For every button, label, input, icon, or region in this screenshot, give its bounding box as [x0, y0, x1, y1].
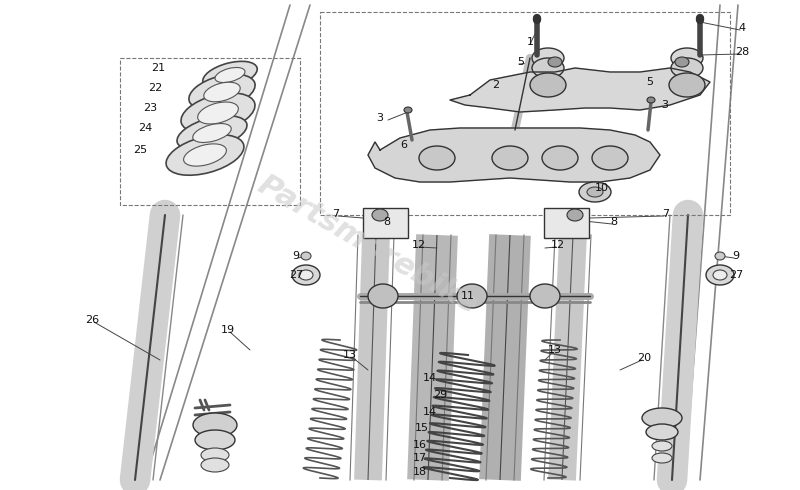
Text: 8: 8	[383, 217, 390, 227]
Text: 24: 24	[138, 123, 152, 133]
Text: Partsmorebike: Partsmorebike	[253, 170, 483, 320]
Text: 12: 12	[412, 240, 426, 250]
Ellipse shape	[301, 252, 311, 260]
Ellipse shape	[372, 209, 388, 221]
Text: 23: 23	[143, 103, 157, 113]
Ellipse shape	[457, 284, 487, 308]
Ellipse shape	[713, 270, 727, 280]
Ellipse shape	[166, 135, 244, 175]
Text: 22: 22	[148, 83, 162, 93]
Text: 19: 19	[221, 325, 235, 335]
Text: 21: 21	[151, 63, 165, 73]
Ellipse shape	[647, 97, 655, 103]
Text: 4: 4	[738, 23, 746, 33]
Text: 15: 15	[415, 423, 429, 433]
Text: 11: 11	[461, 291, 475, 301]
Text: 9: 9	[733, 251, 739, 261]
Ellipse shape	[542, 146, 578, 170]
Text: 27: 27	[289, 270, 303, 280]
Ellipse shape	[292, 265, 320, 285]
Text: 10: 10	[595, 183, 609, 193]
Ellipse shape	[177, 116, 247, 150]
Ellipse shape	[404, 107, 412, 113]
Ellipse shape	[675, 57, 689, 67]
Text: 6: 6	[401, 140, 407, 150]
Text: 17: 17	[413, 453, 427, 463]
Bar	[363, 208, 408, 238]
Ellipse shape	[548, 57, 562, 67]
Text: 3: 3	[377, 113, 383, 123]
Text: 7: 7	[662, 209, 670, 219]
Ellipse shape	[592, 146, 628, 170]
Ellipse shape	[201, 458, 229, 472]
Ellipse shape	[202, 61, 258, 89]
Ellipse shape	[195, 430, 235, 450]
Text: 9: 9	[293, 251, 299, 261]
Ellipse shape	[183, 144, 226, 166]
Ellipse shape	[579, 182, 611, 202]
Ellipse shape	[532, 48, 564, 68]
Ellipse shape	[652, 441, 672, 451]
Text: 27: 27	[729, 270, 743, 280]
Bar	[320, 12, 730, 215]
Text: 14: 14	[423, 407, 437, 417]
Ellipse shape	[642, 408, 682, 428]
Text: 18: 18	[413, 467, 427, 477]
Ellipse shape	[669, 73, 705, 97]
Ellipse shape	[652, 453, 672, 463]
Text: 13: 13	[343, 350, 357, 360]
Ellipse shape	[532, 58, 564, 78]
Polygon shape	[450, 68, 710, 112]
Ellipse shape	[587, 187, 603, 197]
Ellipse shape	[419, 146, 455, 170]
Ellipse shape	[215, 68, 245, 82]
Text: 3: 3	[662, 100, 669, 110]
Ellipse shape	[492, 146, 528, 170]
Polygon shape	[368, 128, 660, 182]
Ellipse shape	[646, 424, 678, 440]
Ellipse shape	[715, 252, 725, 260]
Ellipse shape	[198, 102, 238, 124]
Ellipse shape	[368, 284, 398, 308]
Ellipse shape	[671, 58, 703, 78]
Ellipse shape	[706, 265, 734, 285]
Text: 20: 20	[637, 353, 651, 363]
Text: 13: 13	[548, 345, 562, 355]
Bar	[120, 58, 300, 205]
Text: 28: 28	[735, 47, 749, 57]
Ellipse shape	[189, 74, 255, 110]
Ellipse shape	[181, 93, 255, 133]
Ellipse shape	[530, 284, 560, 308]
Ellipse shape	[671, 48, 703, 68]
Bar	[544, 208, 589, 238]
Text: 26: 26	[85, 315, 99, 325]
Ellipse shape	[567, 209, 583, 221]
Ellipse shape	[201, 448, 229, 462]
Ellipse shape	[530, 73, 566, 97]
Text: 7: 7	[333, 209, 339, 219]
Text: 8: 8	[610, 217, 618, 227]
Text: 1: 1	[526, 37, 534, 47]
Text: 25: 25	[133, 145, 147, 155]
Text: 5: 5	[646, 77, 654, 87]
Text: 29: 29	[433, 390, 447, 400]
Text: 14: 14	[423, 373, 437, 383]
Text: 5: 5	[518, 57, 525, 67]
Ellipse shape	[193, 413, 237, 437]
Ellipse shape	[299, 270, 313, 280]
Ellipse shape	[193, 123, 231, 143]
Text: 12: 12	[551, 240, 565, 250]
Text: 16: 16	[413, 440, 427, 450]
Text: 2: 2	[493, 80, 499, 90]
Ellipse shape	[204, 82, 240, 102]
